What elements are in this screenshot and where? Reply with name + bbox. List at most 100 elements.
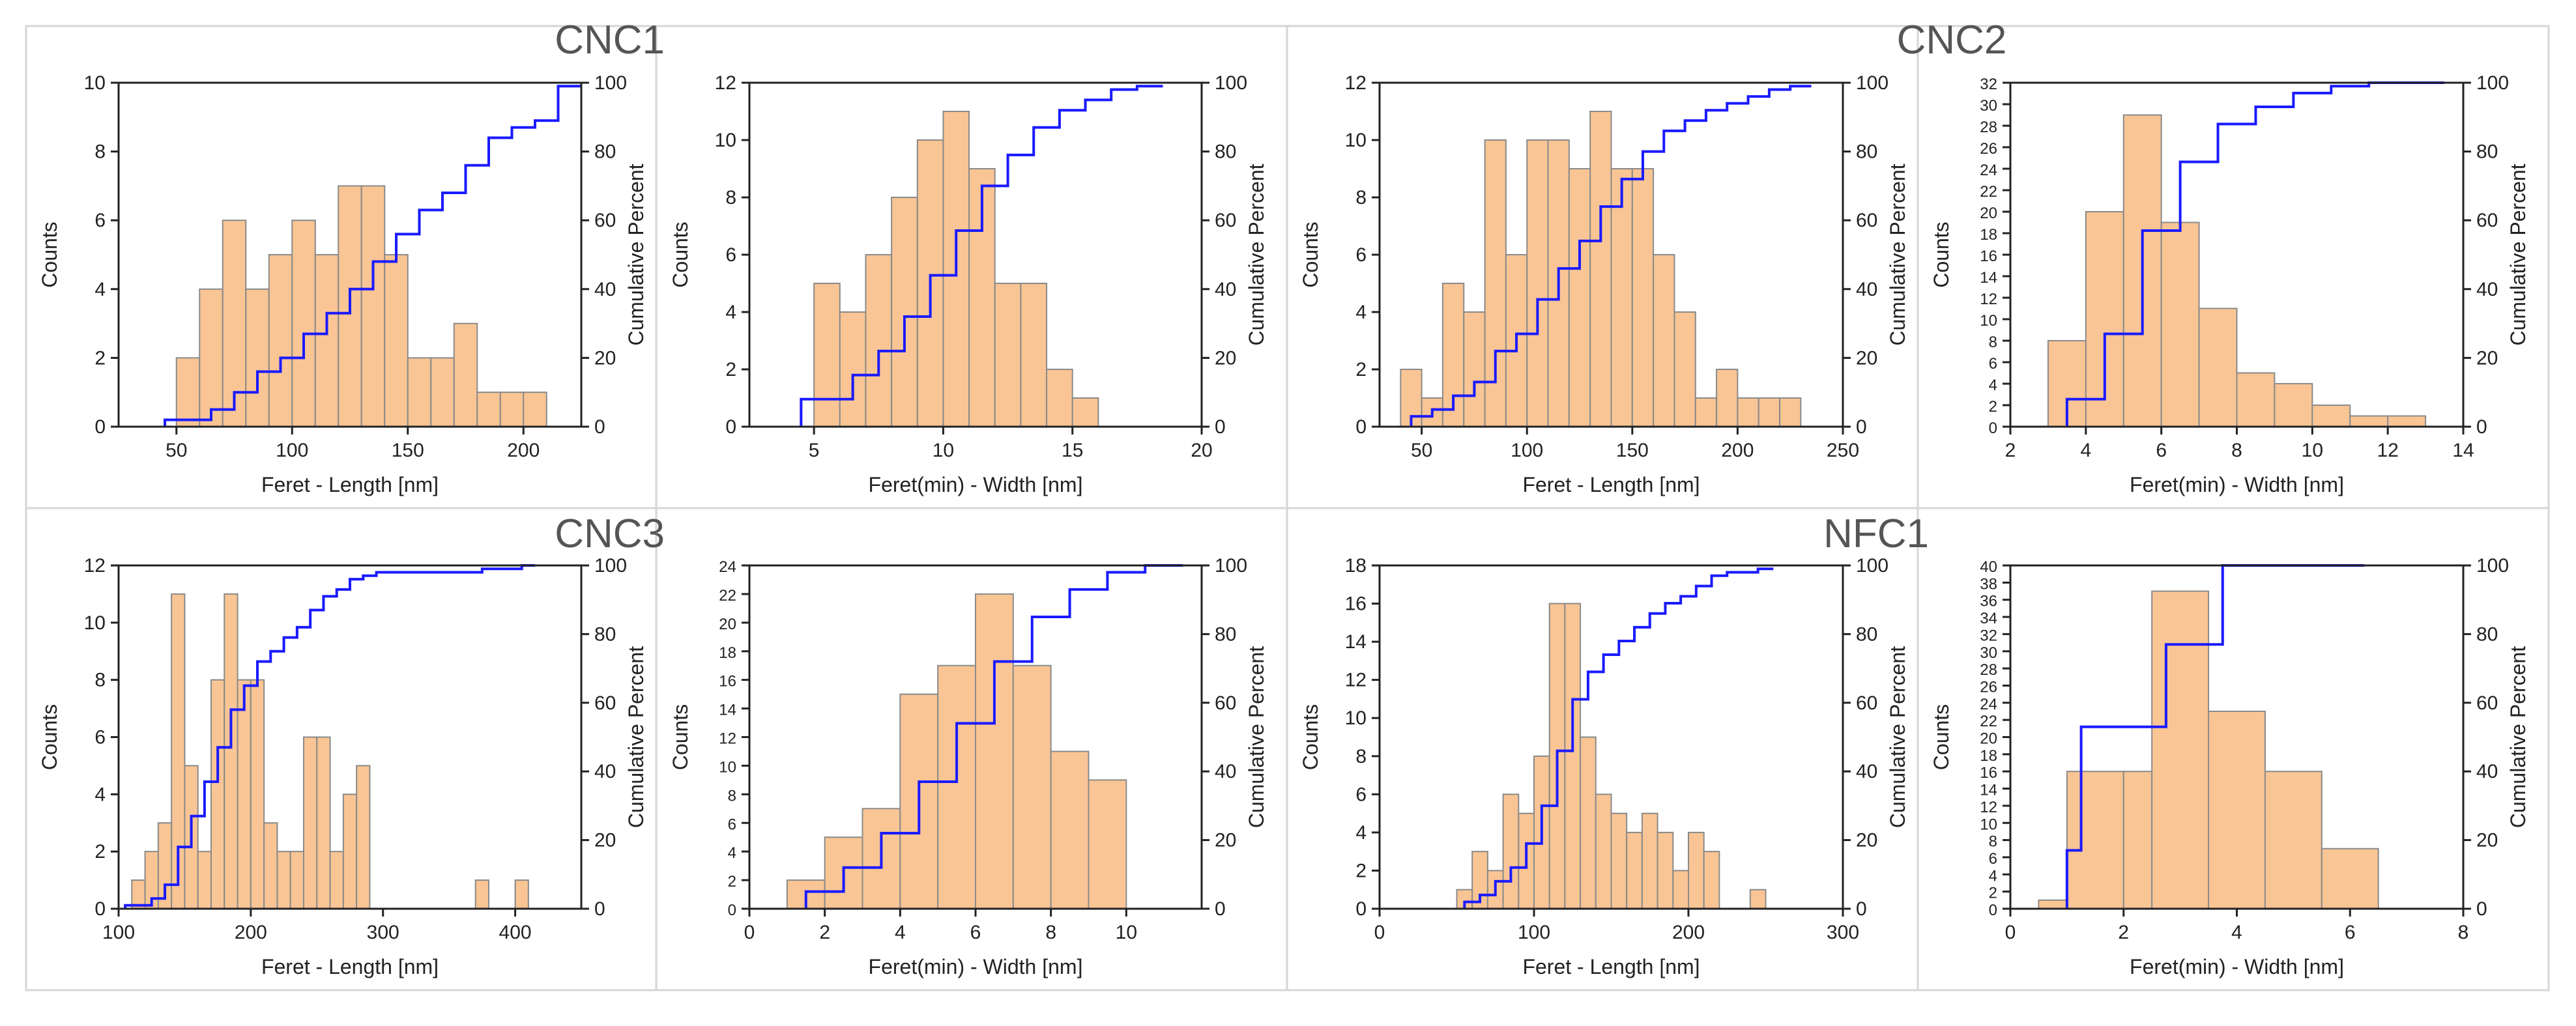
histogram-bar <box>1657 831 1674 910</box>
y-tick-label: 32 <box>1980 76 1997 93</box>
histogram-bar <box>2349 415 2389 427</box>
y2-tick-label: 20 <box>1215 830 1236 851</box>
histogram-bar <box>1749 889 1767 909</box>
histogram-bar <box>250 679 265 909</box>
y2-tick-label: 100 <box>2476 72 2509 94</box>
histogram-bar <box>476 392 501 428</box>
x-tick-label: 8 <box>2231 440 2242 461</box>
y2-axis-ticks: 0 20 40 60 80 100 <box>581 72 627 438</box>
histogram-bar <box>2122 771 2153 909</box>
y-tick-label: 2 <box>1989 885 1997 902</box>
x-tick-label: 200 <box>1672 922 1705 943</box>
histogram-bar <box>210 679 225 909</box>
y-tick-label: 8 <box>1989 833 1997 851</box>
y-axis-label: Counts <box>669 704 692 770</box>
x-tick-label: 200 <box>1721 440 1754 461</box>
y-tick-label: 30 <box>1980 644 1997 662</box>
y2-tick-label: 40 <box>2476 279 2498 300</box>
histogram-bar <box>891 197 918 427</box>
chart-nfc1-width: 0 2 4 6 802468101214161820222426283032343638… <box>1930 555 2530 978</box>
y-tick-label: 8 <box>725 187 736 208</box>
histogram-bar <box>1703 851 1720 909</box>
y2-tick-label: 0 <box>1215 416 1226 438</box>
y-tick-label: 40 <box>1980 558 1997 576</box>
y-tick-label: 16 <box>1980 764 1997 782</box>
y-tick-label: 20 <box>719 616 736 633</box>
histogram-bar <box>1653 254 1675 427</box>
x-tick-label: 0 <box>2005 922 2016 943</box>
x-axis-ticks: 2 4 6 8 10 12 14 <box>2005 427 2474 461</box>
histogram-bar <box>314 254 340 427</box>
histogram-bar <box>474 879 490 910</box>
x-axis-label: Feret - Length [nm] <box>261 955 439 978</box>
y-tick-label: 0 <box>725 416 736 438</box>
y2-axis-label: Cumulative Percent <box>624 164 648 345</box>
histogram-bar <box>1672 870 1690 910</box>
histogram-bar <box>1012 664 1052 909</box>
histogram-bar <box>1020 283 1048 427</box>
cumulative-line <box>2065 81 2445 427</box>
x-tick-label: 20 <box>1191 440 1212 461</box>
y-axis-label: Counts <box>1930 704 1953 770</box>
y-tick-label: 28 <box>1980 119 1997 136</box>
histogram-bar <box>523 392 547 428</box>
histogram-bar <box>268 254 293 427</box>
y2-tick-label: 40 <box>594 761 616 782</box>
y-tick-label: 0 <box>1989 902 1997 919</box>
histogram-bar <box>1631 168 1655 427</box>
x-tick-label: 10 <box>2302 440 2323 461</box>
y-tick-label: 0 <box>1355 416 1367 438</box>
histogram-bar <box>865 254 893 427</box>
y2-tick-label: 60 <box>1856 210 1877 231</box>
y2-axis-label: Cumulative Percent <box>1886 164 1909 345</box>
histogram-bar <box>360 185 386 427</box>
histogram-bar <box>245 288 270 427</box>
cumulative-line <box>124 564 535 909</box>
y-tick-label: 4 <box>725 302 736 323</box>
y-tick-label: 10 <box>1345 130 1367 151</box>
x-axis-ticks: 50 100 150 200 <box>166 427 540 461</box>
y-tick-label: 28 <box>1980 661 1997 679</box>
histogram-bar <box>975 593 1014 910</box>
histogram-bar <box>2198 307 2238 427</box>
histogram-bar <box>1050 750 1090 910</box>
y-tick-label: 2 <box>1989 398 1997 416</box>
chart-cnc2-width: 2 4 6 8 10 12 14024681012141618202224262830320… <box>1930 72 2530 496</box>
y2-tick-label: 0 <box>1856 416 1867 438</box>
panel-frame <box>1286 507 1919 991</box>
y2-tick-label: 100 <box>1856 72 1889 94</box>
y2-tick-label: 0 <box>594 416 605 438</box>
x-axis-ticks: 50 100 150 200 250 <box>1411 427 1859 461</box>
x-tick-label: 100 <box>102 922 135 943</box>
x-axis-ticks: 0 2 4 6 8 10 <box>744 909 1137 943</box>
x-axis-ticks: 0 100 200 300 <box>1374 909 1859 943</box>
y-tick-label: 18 <box>1980 747 1997 765</box>
y-tick-label: 24 <box>1980 696 1997 713</box>
y2-tick-label: 20 <box>594 830 616 851</box>
panel-frame <box>25 507 658 991</box>
y-tick-label: 4 <box>1355 302 1367 323</box>
panel-frame <box>1917 507 2550 991</box>
y2-tick-label: 100 <box>2476 555 2509 577</box>
group-title-cnc2: CNC2 <box>1897 18 2007 63</box>
x-tick-label: 200 <box>235 922 267 943</box>
histogram-bar <box>2151 590 2210 910</box>
y2-axis-ticks: 0 20 40 60 80 100 <box>2463 555 2509 920</box>
y2-axis-label: Cumulative Percent <box>1245 164 1268 345</box>
y2-tick-label: 40 <box>594 279 616 300</box>
y2-tick-label: 40 <box>1215 279 1236 300</box>
x-axis-label: Feret(min) - Width [nm] <box>2130 955 2344 978</box>
x-tick-label: 0 <box>1374 922 1385 943</box>
y-tick-label: 6 <box>94 210 106 231</box>
cumulative-line <box>1410 85 1812 427</box>
y2-tick-label: 60 <box>594 692 616 714</box>
y2-tick-label: 80 <box>2476 623 2498 645</box>
y-axis-ticks: 0 2 4 6 8 10 12 <box>1345 72 1380 438</box>
y-axis-ticks: 0 2 4 6 8 10 12 <box>715 72 749 438</box>
y-tick-label: 16 <box>1345 593 1367 615</box>
cumulative-line <box>164 85 581 427</box>
x-tick-label: 0 <box>744 922 755 943</box>
panel-frames <box>25 25 2550 991</box>
chart-cnc3-length: 100 200 300 400 0 2 4 6 8 10 12 0 20 40 60 80 100 Feret -… <box>38 555 648 978</box>
histogram-bar <box>224 593 239 910</box>
